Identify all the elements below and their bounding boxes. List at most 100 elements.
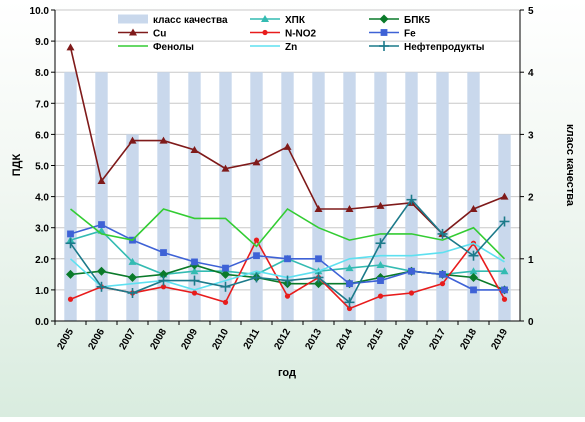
data-point bbox=[67, 230, 74, 238]
x-tick-label: 2018 bbox=[458, 327, 479, 352]
data-point bbox=[344, 297, 355, 308]
series-Фенолы bbox=[69, 207, 506, 260]
data-point bbox=[97, 266, 106, 276]
data-point bbox=[98, 221, 105, 228]
data-point bbox=[66, 43, 75, 51]
y-tick-label: 4.0 bbox=[35, 193, 49, 204]
y-tick-label: 10.0 bbox=[30, 6, 50, 17]
legend-item: Фенолы bbox=[118, 42, 194, 53]
data-point bbox=[262, 29, 268, 36]
data-point bbox=[251, 272, 262, 283]
data-point bbox=[345, 205, 354, 213]
y2-tick-label: 5 bbox=[528, 6, 534, 17]
data-point bbox=[96, 281, 107, 292]
data-point bbox=[380, 29, 388, 36]
data-point bbox=[346, 280, 353, 288]
y2-tick-label: 2 bbox=[528, 193, 534, 204]
x-tick-label: 2017 bbox=[427, 327, 448, 352]
data-point bbox=[314, 279, 323, 289]
series-lines bbox=[65, 43, 510, 312]
data-point bbox=[191, 258, 198, 266]
legend-item: БПК5 bbox=[369, 14, 430, 26]
data-point bbox=[158, 275, 169, 286]
data-point bbox=[128, 136, 137, 144]
data-point bbox=[345, 264, 354, 272]
legend-item: N-NO2 bbox=[250, 29, 317, 40]
legend-swatch bbox=[118, 14, 148, 24]
data-point bbox=[222, 299, 229, 305]
x-tick-label: 2014 bbox=[334, 327, 355, 352]
data-point bbox=[160, 284, 167, 290]
bar bbox=[250, 72, 263, 321]
data-point bbox=[282, 275, 293, 286]
data-point bbox=[160, 249, 167, 256]
x-axis-label: год bbox=[278, 367, 296, 379]
data-point bbox=[283, 142, 292, 150]
data-point bbox=[315, 255, 322, 263]
data-point bbox=[500, 267, 509, 275]
data-point bbox=[314, 205, 323, 213]
legend-label: БПК5 bbox=[404, 15, 430, 26]
data-point bbox=[284, 255, 291, 263]
bar bbox=[219, 72, 232, 321]
data-point bbox=[377, 293, 384, 299]
data-point bbox=[253, 252, 260, 260]
data-point bbox=[252, 158, 261, 166]
data-point bbox=[191, 290, 198, 296]
legend: класс качества ХПК БПК5 Cu N-NO2 Fe Фенолы Zn Не… bbox=[118, 14, 484, 53]
data-point bbox=[501, 296, 508, 302]
data-point bbox=[499, 216, 510, 227]
data-point bbox=[159, 269, 168, 279]
legend-label: Zn bbox=[285, 42, 297, 53]
y-tick-label: 7.0 bbox=[35, 99, 49, 110]
legend-label: Fe bbox=[404, 29, 416, 40]
x-tick-label: 2007 bbox=[117, 327, 138, 352]
legend-item: Zn bbox=[250, 42, 297, 53]
bar bbox=[126, 134, 139, 321]
x-tick-label: 2009 bbox=[179, 327, 200, 352]
legend-label: Нефтепродукты bbox=[404, 41, 484, 53]
data-point bbox=[439, 270, 446, 278]
data-point bbox=[408, 267, 415, 275]
bar bbox=[436, 72, 449, 321]
data-point bbox=[128, 257, 137, 265]
data-point bbox=[222, 264, 229, 272]
data-point bbox=[129, 28, 137, 36]
x-tick-label: 2013 bbox=[303, 327, 324, 352]
legend-item: ХПК bbox=[250, 15, 306, 26]
data-point bbox=[97, 177, 106, 185]
legend-label: N-NO2 bbox=[285, 29, 317, 40]
data-point bbox=[220, 281, 231, 292]
y2-tick-label: 0 bbox=[528, 317, 534, 328]
data-point bbox=[500, 192, 509, 200]
data-point bbox=[261, 15, 269, 22]
bar bbox=[498, 134, 511, 321]
y-tick-label: 5.0 bbox=[35, 162, 49, 173]
data-point bbox=[189, 275, 200, 286]
data-point bbox=[313, 272, 324, 283]
data-point bbox=[437, 228, 448, 239]
bar bbox=[64, 72, 77, 321]
data-point bbox=[190, 145, 199, 153]
legend-label: Фенолы bbox=[153, 42, 194, 53]
data-point bbox=[159, 136, 168, 144]
y-tick-label: 9.0 bbox=[35, 37, 49, 48]
data-point bbox=[469, 267, 478, 275]
data-point bbox=[406, 194, 417, 205]
data-point bbox=[469, 205, 478, 213]
y-tick-label: 2.0 bbox=[35, 255, 49, 266]
y2-tick-label: 1 bbox=[528, 255, 534, 266]
data-point bbox=[253, 237, 260, 243]
legend-label: класс качества bbox=[153, 15, 228, 26]
y-tick-label: 1.0 bbox=[35, 286, 49, 297]
data-point bbox=[376, 261, 385, 269]
data-point bbox=[221, 164, 230, 172]
series-Нефтепродукты bbox=[65, 194, 510, 308]
x-tick-label: 2006 bbox=[86, 327, 107, 352]
data-point bbox=[470, 286, 477, 294]
y-tick-label: 0.0 bbox=[35, 317, 49, 328]
x-tick-label: 2005 bbox=[55, 327, 76, 352]
data-point bbox=[128, 272, 137, 282]
bar bbox=[157, 72, 170, 321]
data-point bbox=[284, 293, 291, 299]
